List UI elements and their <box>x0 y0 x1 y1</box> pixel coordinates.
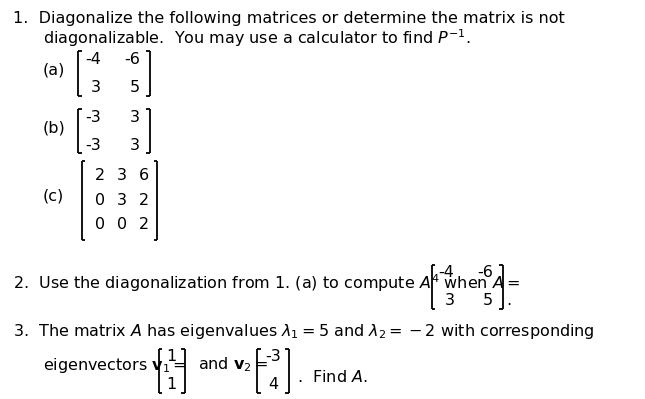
Text: 0: 0 <box>95 193 104 208</box>
Text: 0: 0 <box>117 217 127 232</box>
Text: 1: 1 <box>166 377 177 393</box>
Text: -3: -3 <box>85 110 101 124</box>
Text: 1.  Diagonalize the following matrices or determine the matrix is not: 1. Diagonalize the following matrices or… <box>14 11 565 26</box>
Text: 3.  The matrix $A$ has eigenvalues $\lambda_1 = 5$ and $\lambda_2 = -2$ with cor: 3. The matrix $A$ has eigenvalues $\lamb… <box>14 322 595 340</box>
Text: diagonalizable.  You may use a calculator to find $P^{-1}$.: diagonalizable. You may use a calculator… <box>43 27 470 49</box>
Text: 2.  Use the diagonalization from 1. (a) to compute $A^4$ when $A =$: 2. Use the diagonalization from 1. (a) t… <box>14 273 521 294</box>
Text: 1: 1 <box>166 349 177 364</box>
Text: 6: 6 <box>139 168 149 183</box>
Text: and $\mathbf{v}_2 =$: and $\mathbf{v}_2 =$ <box>198 356 268 375</box>
Text: -3: -3 <box>266 349 281 364</box>
Text: 5: 5 <box>130 80 140 95</box>
Text: -3: -3 <box>85 138 101 153</box>
Text: 4: 4 <box>268 377 279 393</box>
Text: (c): (c) <box>43 188 64 203</box>
Text: 3: 3 <box>130 110 140 124</box>
Text: 2: 2 <box>95 168 104 183</box>
Text: 5: 5 <box>483 293 493 308</box>
Text: 3: 3 <box>117 193 127 208</box>
Text: -4: -4 <box>439 265 454 280</box>
Text: (b): (b) <box>43 120 65 136</box>
Text: 3: 3 <box>444 293 454 308</box>
Text: -4: -4 <box>85 52 101 67</box>
Text: -6: -6 <box>477 265 493 280</box>
Text: 2: 2 <box>139 193 149 208</box>
Text: .  Find $A$.: . Find $A$. <box>297 369 368 385</box>
Text: eigenvectors $\mathbf{v}_1 =$: eigenvectors $\mathbf{v}_1 =$ <box>43 356 186 375</box>
Text: 3: 3 <box>130 138 140 153</box>
Text: (a): (a) <box>43 62 65 77</box>
Text: .: . <box>507 293 512 308</box>
Text: 0: 0 <box>95 217 104 232</box>
Text: 2: 2 <box>139 217 149 232</box>
Text: -6: -6 <box>124 52 140 67</box>
Text: 3: 3 <box>117 168 127 183</box>
Text: 3: 3 <box>91 80 101 95</box>
